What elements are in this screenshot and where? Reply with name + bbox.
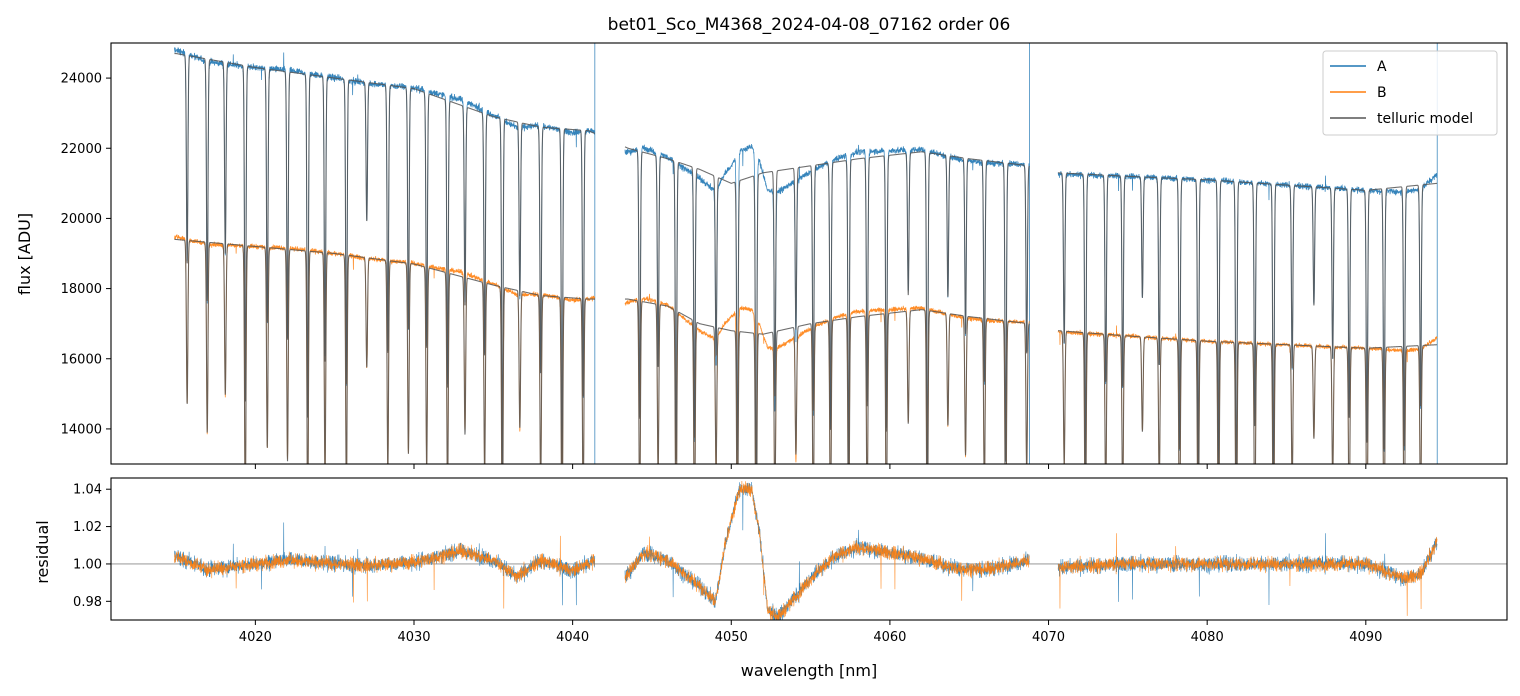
bottom-panel-frame [111, 478, 1507, 620]
chart-title: bet01_Sco_M4368_2024-04-08_07162 order 0… [608, 15, 1011, 35]
legend-label-a: A [1377, 59, 1387, 75]
bottom-y-tick-label: 1.02 [73, 520, 102, 535]
legend-label-model: telluric model [1377, 111, 1473, 127]
top-panel-plot-area [174, 43, 1438, 464]
x-tick-label: 4050 [715, 630, 748, 645]
bottom-y-tick-label: 0.98 [73, 595, 102, 610]
top-y-tick-label: 24000 [61, 72, 102, 87]
bottom-y-tick-label: 1.00 [73, 557, 102, 572]
x-tick-label: 4060 [873, 630, 906, 645]
legend-box [1322, 50, 1498, 136]
top-y-tick-label: 18000 [61, 282, 102, 297]
x-tick-label: 4030 [397, 630, 430, 645]
top-y-tick-label: 20000 [61, 212, 102, 227]
bottom-panel-plot-area [111, 481, 1507, 620]
top-panel-border [110, 42, 1508, 465]
top-panel-axes: 14000 16000 18000 20000 22000 24000 [61, 72, 1367, 469]
top-y-axis-label: flux [ADU] [15, 213, 34, 295]
bottom-y-axis-label: residual [33, 520, 52, 583]
series-b-residual-line [174, 481, 1438, 620]
top-y-tick-label: 22000 [61, 142, 102, 157]
top-y-tick-label: 16000 [61, 352, 102, 367]
top-panel-frame [111, 43, 1507, 464]
x-tick-label: 4070 [1032, 630, 1065, 645]
series-b-model-line [174, 238, 1438, 464]
bottom-panel-border [110, 477, 1508, 621]
x-axis-label: wavelength [nm] [741, 661, 878, 680]
bottom-panel-axes: 4020 4030 4040 4050 4060 4070 4080 4090 0.98 1.00… [73, 483, 1382, 645]
bottom-y-tick-label: 1.04 [73, 483, 102, 498]
top-y-tick-label: 14000 [61, 422, 102, 437]
legend-label-b: B [1377, 85, 1387, 101]
series-a-model-line [174, 52, 1438, 464]
x-tick-label: 4090 [1349, 630, 1382, 645]
legend: A B telluric model [1322, 50, 1498, 136]
series-a-flux-line [174, 43, 1438, 464]
x-tick-label: 4040 [556, 630, 589, 645]
x-tick-label: 4020 [239, 630, 272, 645]
x-tick-label: 4080 [1191, 630, 1224, 645]
